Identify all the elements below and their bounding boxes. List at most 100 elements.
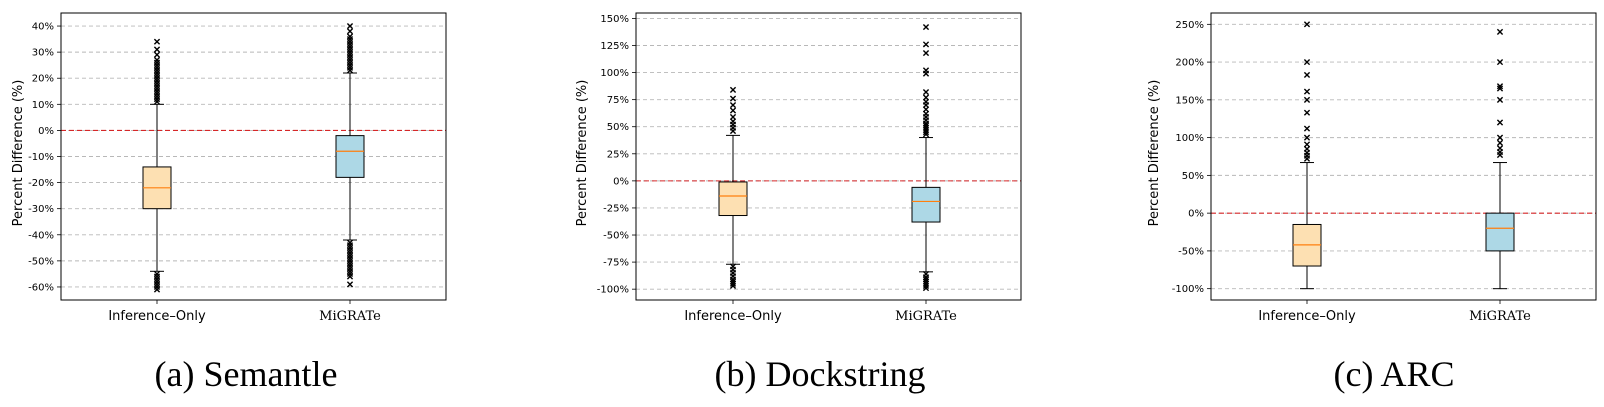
box [718, 181, 748, 217]
outlier-point [922, 41, 930, 48]
y-tick-label: -25% [603, 203, 629, 214]
outlier-point [922, 67, 930, 74]
outlier-point [1496, 145, 1504, 152]
box [1485, 212, 1515, 252]
y-tick-label: 50% [607, 122, 629, 133]
y-tick-label: -75% [603, 258, 629, 269]
outlier-point [729, 95, 737, 102]
y-tick-label: 0% [613, 176, 629, 187]
panel-b: Percent Difference (%) (b) Dockstring [575, 80, 925, 394]
outlier-point [1303, 125, 1311, 132]
y-tick-label: 125% [600, 41, 629, 52]
outlier-point [346, 273, 354, 280]
outlier-point [346, 33, 354, 40]
outlier-point [1496, 96, 1504, 103]
outlier-point [153, 56, 161, 64]
outlier-point [1496, 134, 1504, 141]
boxplot-0 [1292, 21, 1322, 290]
y-tick-label: -30% [28, 204, 54, 215]
outlier-point [153, 51, 161, 58]
outlier-point [1496, 119, 1504, 126]
y-tick-label: 100% [1175, 133, 1204, 144]
y-tick-label: -60% [28, 282, 54, 293]
outlier-point [922, 284, 930, 292]
x-tick-label: MiGRATe [319, 309, 381, 324]
outlier-point [729, 86, 737, 93]
y-tick-label: 50% [1182, 171, 1204, 182]
x-tick-label: Inference–Only [108, 309, 206, 324]
y-tick-label: 10% [32, 100, 54, 111]
outlier-point [1496, 85, 1504, 92]
outlier-point [1496, 83, 1504, 90]
outlier-point [153, 38, 161, 45]
y-tick-label: 75% [607, 95, 629, 106]
outlier-point [1303, 21, 1311, 28]
caption: (a) Semantle [155, 354, 338, 394]
boxplot-1 [911, 23, 941, 292]
outlier-point [153, 46, 161, 53]
y-tick-label: -50% [1178, 246, 1204, 257]
y-tick-label: 200% [1175, 58, 1204, 69]
outlier-point [922, 282, 930, 290]
axes-frame [635, 12, 1022, 301]
x-tick-label: MiGRATe [895, 309, 957, 324]
outlier-point [1496, 28, 1504, 35]
outlier-point [153, 286, 161, 293]
y-axis-label: Percent Difference (%) [575, 80, 590, 227]
outlier-point [922, 94, 930, 101]
outlier-point [1303, 134, 1311, 141]
outlier-point [1496, 139, 1504, 146]
y-tick-label: 20% [32, 74, 54, 85]
y-tick-label: -20% [28, 178, 54, 189]
plot-area-0: -60% -50% -40% -30% -20% -10% 0% 10% 20% 30% 40% In… [28, 12, 447, 324]
y-tick-label: -50% [28, 256, 54, 267]
outlier-point [346, 22, 354, 30]
y-tick-label: -100% [1172, 284, 1204, 295]
box [911, 186, 941, 223]
y-tick-label: -50% [603, 231, 629, 242]
outlier-point [1303, 141, 1311, 148]
outlier-point [1496, 58, 1504, 66]
outlier-point [1303, 145, 1311, 153]
outlier-point [346, 28, 354, 35]
boxplot-1 [335, 22, 365, 288]
y-tick-label: 150% [600, 14, 629, 25]
y-tick-label: 0% [1188, 209, 1204, 220]
outlier-point [729, 107, 737, 114]
outlier-point [346, 281, 354, 288]
y-axis-label: Percent Difference (%) [1147, 80, 1162, 227]
y-tick-label: 150% [1175, 95, 1204, 106]
boxplot-0 [142, 38, 172, 293]
y-tick-label: 100% [600, 68, 629, 79]
y-tick-label: -10% [28, 152, 54, 163]
axes-frame [1210, 12, 1597, 301]
plot-area-2: -100% -50% 0% 50% 100% 150% 200% 250% Inference–… [1172, 12, 1597, 324]
y-tick-label: 0% [38, 126, 54, 137]
x-tick-label: Inference–Only [684, 309, 782, 324]
boxplot-0 [718, 86, 748, 290]
caption: (c) ARC [1334, 354, 1455, 394]
outlier-point [729, 113, 737, 121]
y-tick-label: 25% [607, 149, 629, 160]
outlier-point [922, 49, 930, 57]
outlier-point [729, 280, 737, 287]
y-tick-label: 250% [1175, 20, 1204, 31]
panel-a: Percent Difference (%) (a) Semantle [11, 80, 337, 394]
plot-area-1: -100% -75% -50% -25% 0% 25% 50% 75% 100% 125% 150%… [597, 12, 1022, 324]
y-tick-label: 40% [32, 22, 54, 33]
outlier-point [1303, 58, 1311, 66]
outlier-point [729, 101, 737, 109]
caption: (b) Dockstring [715, 354, 926, 394]
axes-frame [60, 12, 447, 301]
x-tick-label: Inference–Only [1258, 309, 1356, 324]
y-axis-label: Percent Difference (%) [11, 80, 26, 227]
y-tick-label: 30% [32, 48, 54, 59]
outlier-point [922, 23, 930, 31]
x-tick-label: MiGRATe [1469, 309, 1531, 324]
outlier-point [1303, 96, 1311, 103]
y-tick-label: -40% [28, 230, 54, 241]
outlier-point [1303, 109, 1311, 116]
outlier-point [729, 282, 737, 290]
panel-c: Percent Difference (%) (c) ARC [1147, 80, 1455, 394]
